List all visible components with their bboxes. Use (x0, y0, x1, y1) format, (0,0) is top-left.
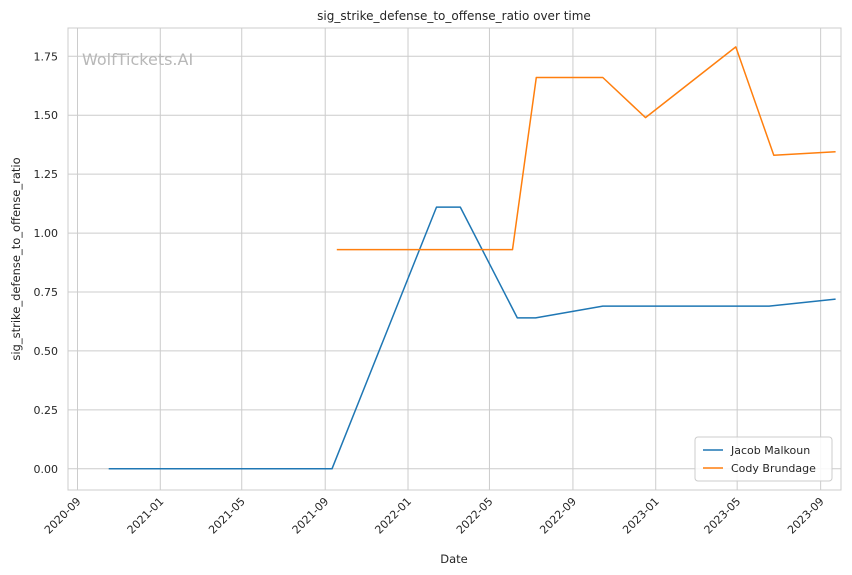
y-tick-label: 1.50 (34, 109, 59, 122)
x-tick-label: 2021-01 (125, 495, 167, 537)
x-axis-title: Date (440, 552, 468, 566)
series-line-2 (336, 46, 836, 251)
x-tick-label: 2021-05 (206, 495, 248, 537)
y-tick-label: 0.50 (34, 345, 59, 358)
plot-area (67, 27, 842, 491)
chart-title: sig_strike_defense_to_offense_ratio over… (317, 9, 591, 23)
x-tick-label: 2023-01 (620, 495, 662, 537)
watermark: WolfTickets.AI (82, 50, 193, 69)
legend-label-1: Jacob Malkoun (730, 444, 810, 457)
legend-box (694, 436, 833, 482)
y-tick-label: 0.00 (34, 463, 59, 476)
x-tick-label: 2022-05 (454, 495, 496, 537)
y-tick-label: 0.75 (34, 286, 59, 299)
x-tick-label: 2022-09 (537, 495, 579, 537)
series-lines (108, 46, 836, 470)
y-axis-title: sig_strike_defense_to_offense_ratio (9, 157, 23, 360)
y-axis: 0.00 0.25 0.50 0.75 1.00 1.25 1.50 1.75 (34, 50, 59, 476)
y-tick-label: 0.25 (34, 404, 59, 417)
legend-label-2: Cody Brundage (731, 462, 816, 475)
x-axis: 2020-09 2021-01 2021-05 2021-09 2022-01 2022-… (42, 495, 827, 537)
legend: Jacob Malkoun Cody Brundage (694, 436, 833, 482)
x-tick-label: 2022-01 (372, 495, 414, 537)
x-tick-label: 2020-09 (42, 495, 84, 537)
y-tick-label: 1.25 (34, 168, 59, 181)
y-tick-label: 1.75 (34, 50, 59, 63)
series-line-1 (108, 206, 836, 470)
x-tick-label: 2021-09 (290, 495, 332, 537)
y-tick-label: 1.00 (34, 227, 59, 240)
x-tick-label: 2023-09 (785, 495, 827, 537)
x-tick-label: 2023-05 (702, 495, 744, 537)
